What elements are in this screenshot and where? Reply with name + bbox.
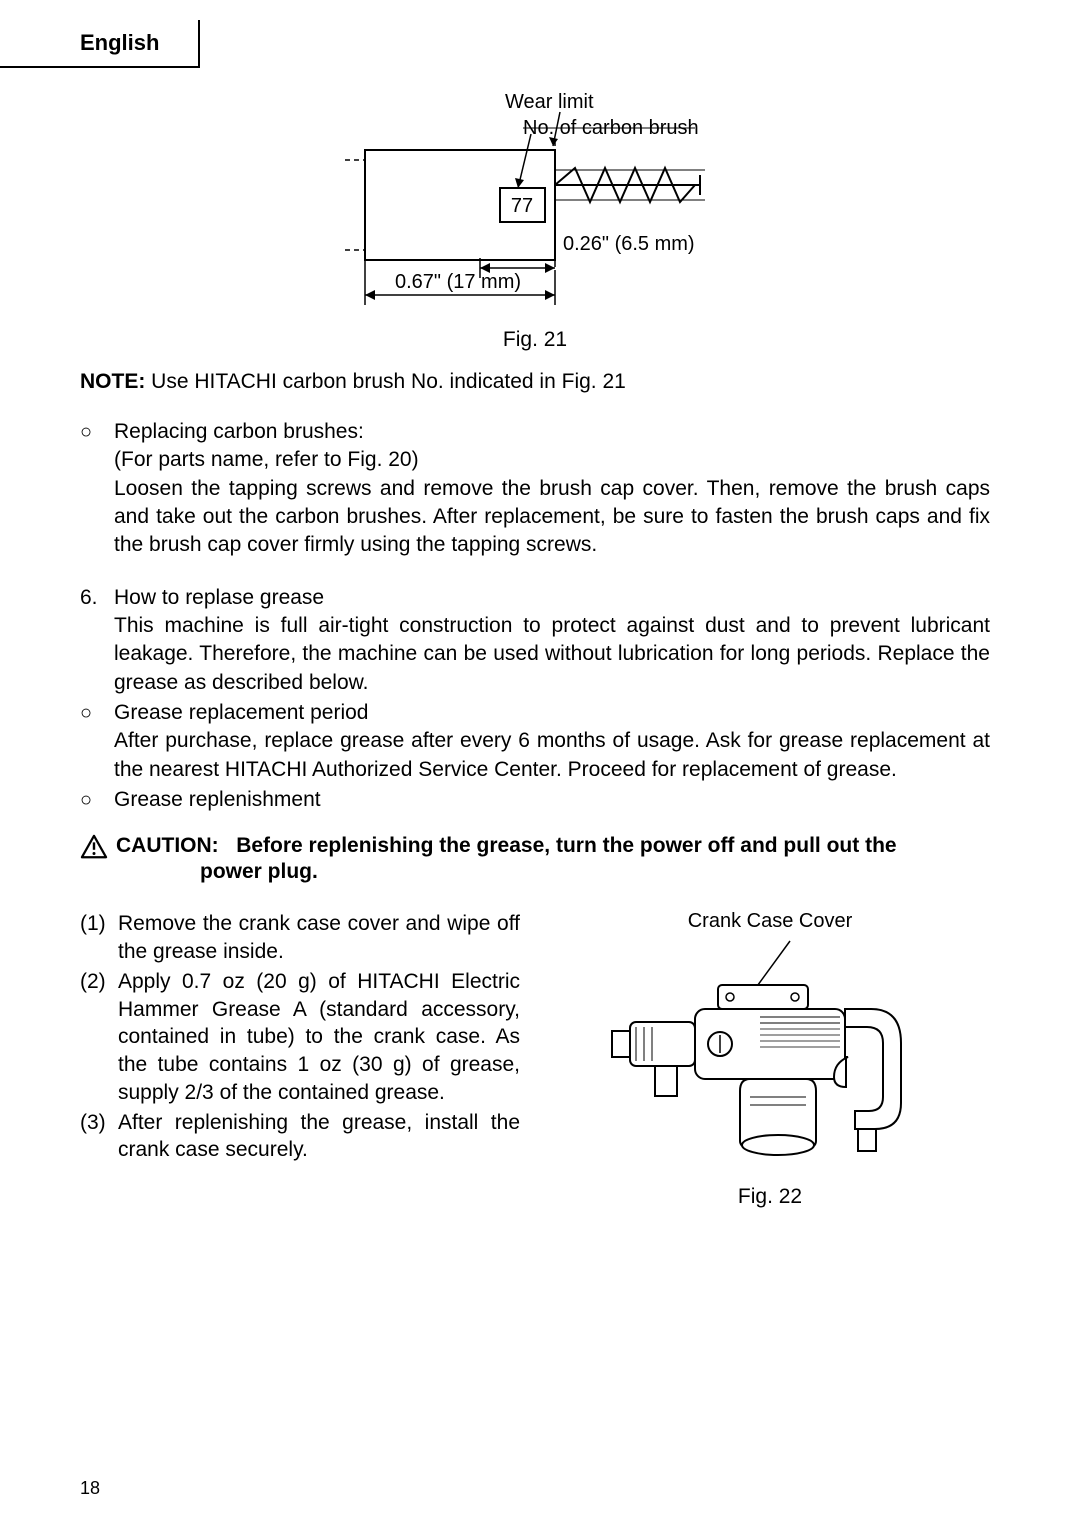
step-text: Apply 0.7 oz (20 g) of HITACHI Electric … (118, 968, 520, 1107)
caution-block: CAUTION: Before replenishing the grease,… (80, 834, 990, 860)
note-text: Use HITACHI carbon brush No. indicated i… (145, 370, 626, 393)
carbon-brush-diagram: 77 Wear limit No. of carbon b (305, 90, 765, 320)
page-number: 18 (80, 1478, 100, 1499)
grease-period-title: Grease replacement period (114, 699, 990, 727)
dim-short: 0.26" (6.5 mm) (563, 233, 695, 255)
note-label: NOTE: (80, 370, 145, 393)
grease-replenish-title: Grease replenishment (114, 786, 990, 814)
step-text: After replenishing the grease, install t… (118, 1109, 520, 1164)
fig22-caption: Fig. 22 (738, 1185, 802, 1209)
replace-brushes-title: Replacing carbon brushes: (114, 418, 990, 446)
grease-period-body: After purchase, replace grease after eve… (114, 727, 990, 784)
step-number: (1) (80, 910, 112, 965)
wear-limit-label: Wear limit (505, 91, 594, 113)
step-text: Remove the crank case cover and wipe off… (118, 910, 520, 965)
step-number: (2) (80, 968, 112, 1107)
crank-case-cover-label: Crank Case Cover (688, 910, 853, 933)
replace-brushes-body: Loosen the tapping screws and remove the… (114, 475, 990, 560)
replace-brushes-sub: (For parts name, refer to Fig. 20) (114, 446, 990, 474)
bullet-circle-icon: ○ (80, 418, 102, 446)
section-number: 6. (80, 584, 102, 612)
caution-line1: Before replenishing the grease, turn the… (236, 834, 896, 857)
note-line: NOTE: Use HITACHI carbon brush No. indic… (80, 370, 990, 394)
brush-number: 77 (511, 195, 533, 217)
bullet-circle-icon: ○ (80, 699, 102, 727)
dim-long: 0.67" (17 mm) (395, 271, 521, 293)
warning-icon (80, 834, 108, 860)
caution-line2: power plug. (200, 860, 990, 884)
caution-label: CAUTION: (116, 834, 219, 857)
grease-title: How to replase grease (114, 584, 990, 612)
rotary-hammer-diagram (600, 937, 940, 1167)
grease-body: This machine is full air-tight construct… (114, 612, 990, 697)
bullet-circle-icon: ○ (80, 786, 102, 814)
language-tab: English (0, 20, 200, 68)
grease-steps: (1) Remove the crank case cover and wipe… (80, 910, 520, 1209)
fig21-caption: Fig. 21 (503, 328, 567, 352)
figure-21: 77 Wear limit No. of carbon b (80, 90, 990, 352)
step-number: (3) (80, 1109, 112, 1164)
